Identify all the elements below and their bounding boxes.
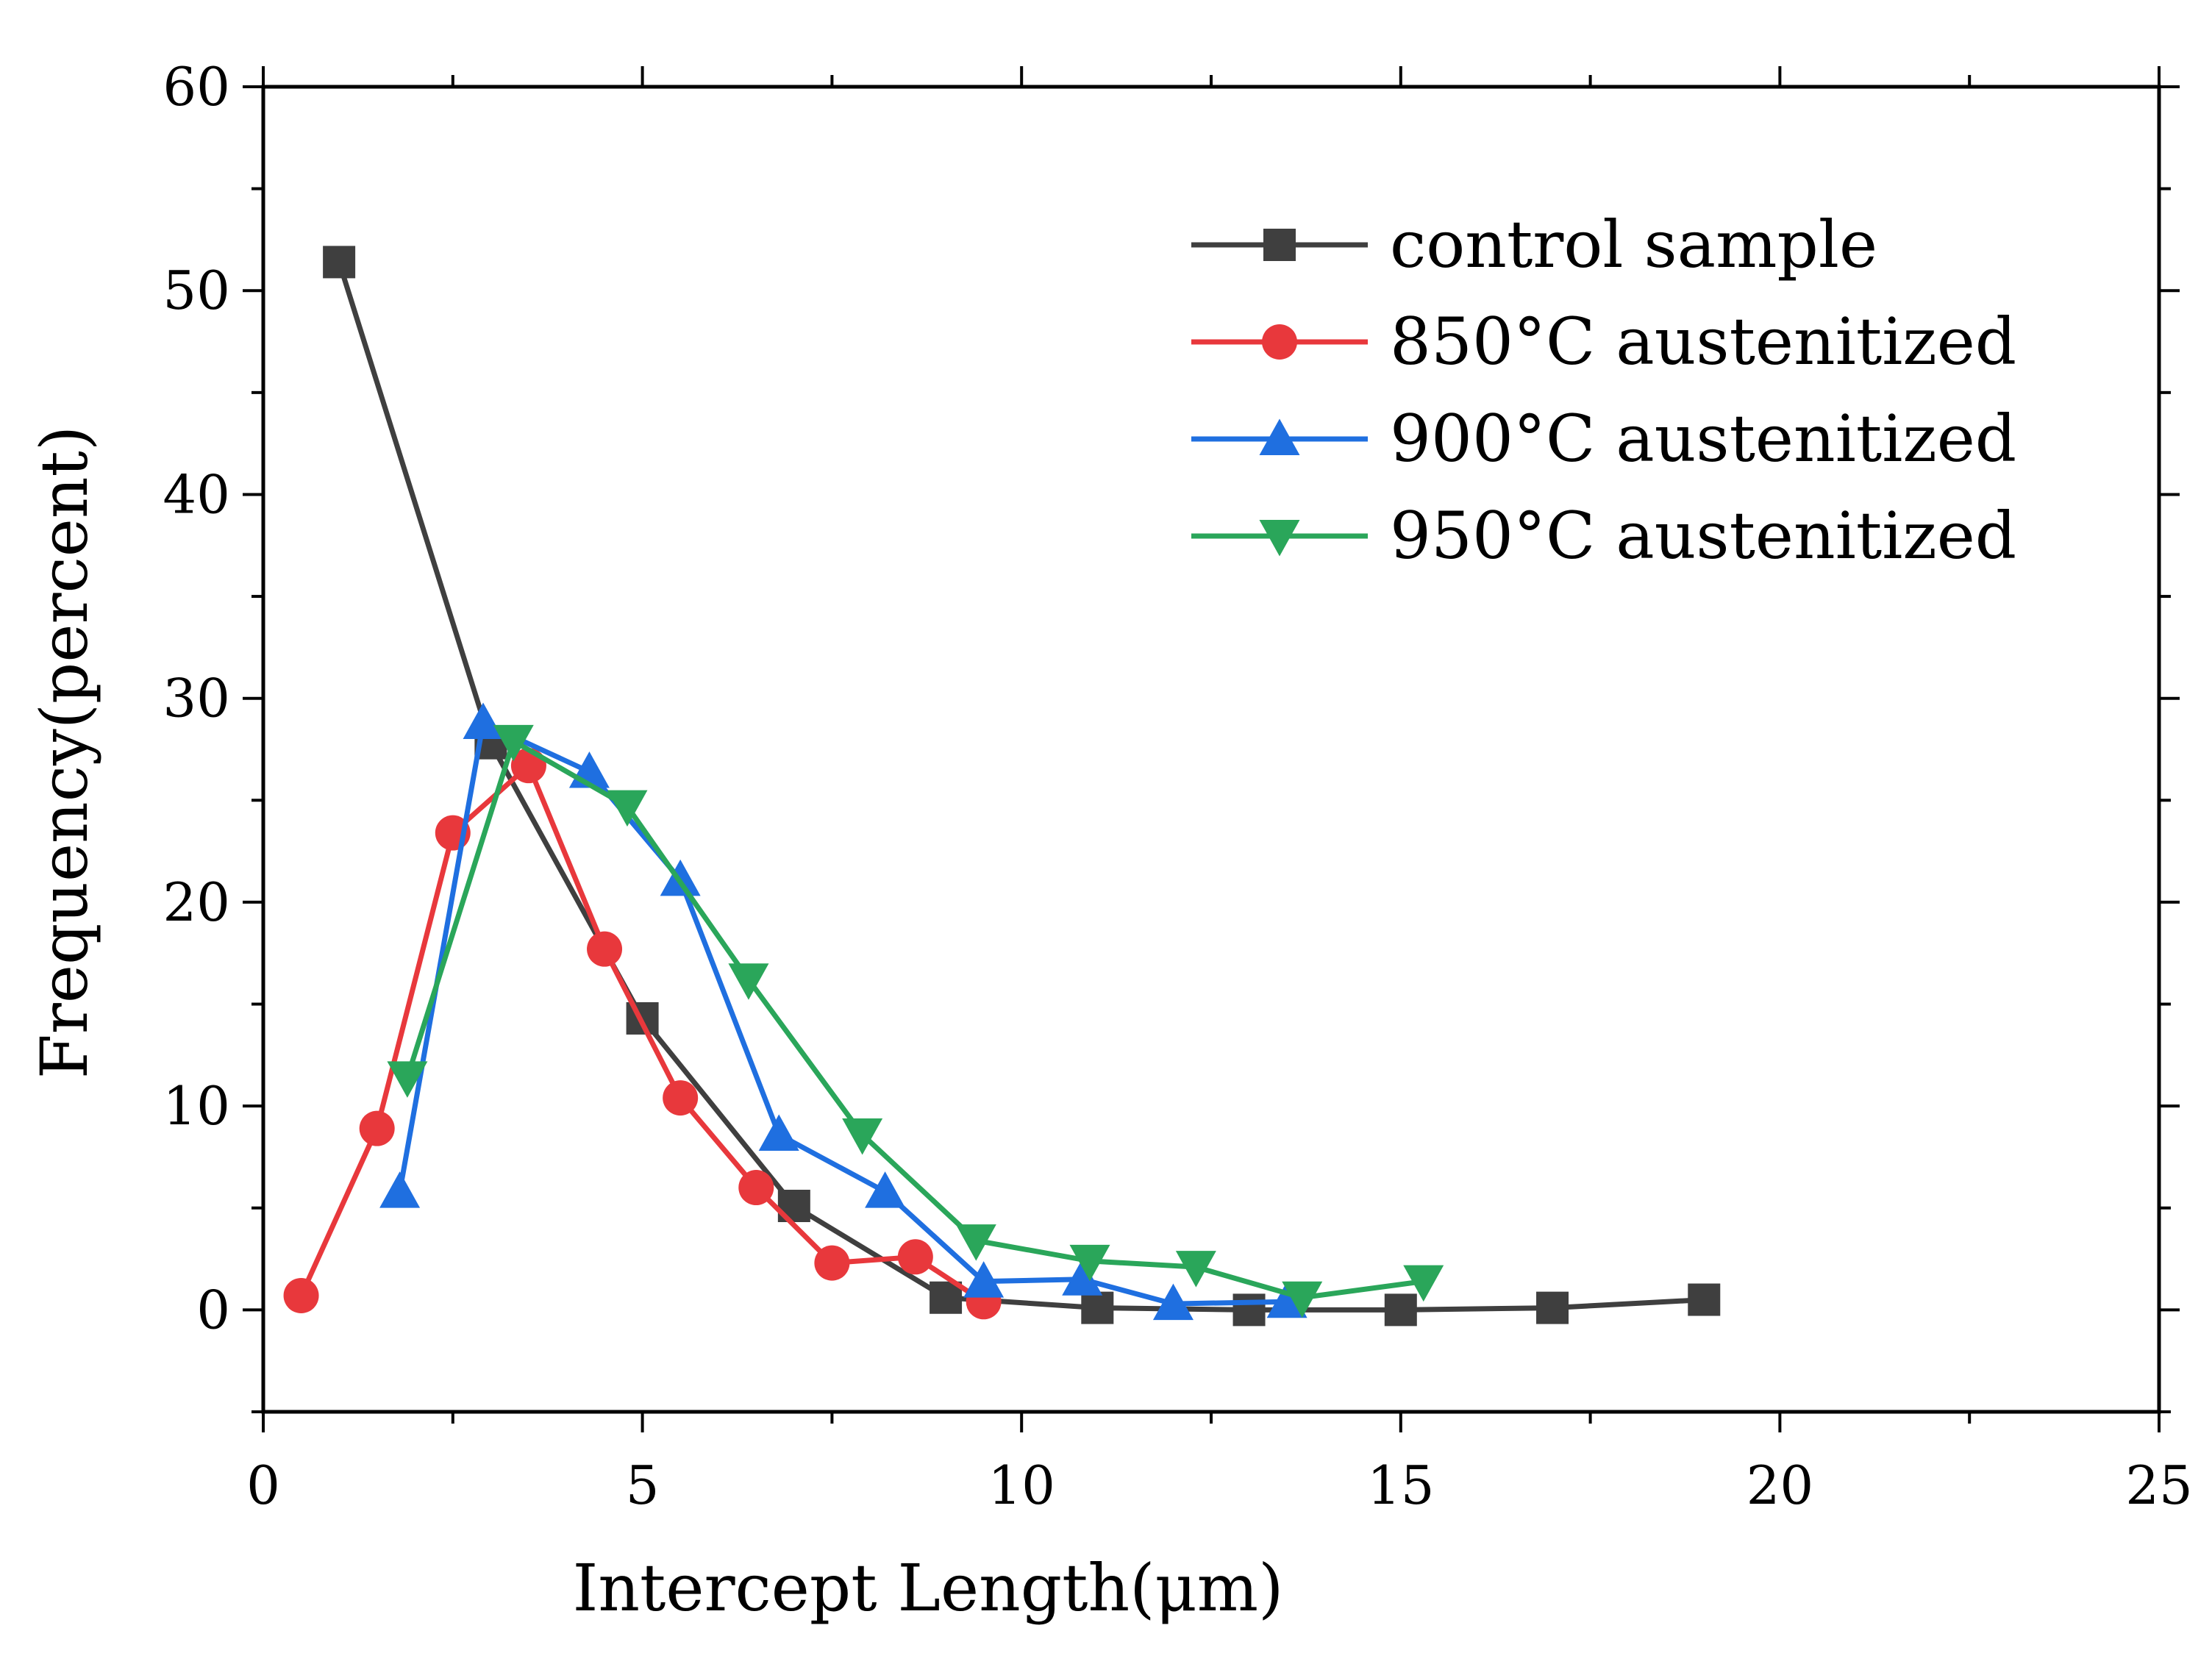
y-tick-label: 20 [163, 871, 230, 933]
legend-marker [1262, 324, 1297, 360]
y-tick-label: 0 [196, 1279, 230, 1340]
series-line [299, 763, 985, 1304]
data-point [897, 1239, 933, 1275]
data-point [842, 1118, 883, 1155]
data-point [387, 1061, 428, 1098]
data-point [1175, 1251, 1216, 1288]
series-4 [387, 724, 1444, 1318]
series-line [404, 738, 1424, 1301]
legend-label: control sample [1390, 207, 1877, 282]
data-point [1069, 1244, 1110, 1282]
data-point [814, 1245, 850, 1281]
y-axis-title: Frequency(percent) [26, 426, 102, 1079]
y-axis: 0 10 20 30 40 50 60 [163, 56, 2180, 1413]
data-point [1688, 1283, 1721, 1316]
legend-marker [1263, 229, 1296, 261]
data-point [663, 1080, 699, 1116]
x-tick-label: 5 [626, 1454, 660, 1516]
series-layer [283, 246, 1721, 1327]
data-point [1384, 1293, 1417, 1327]
legend-marker [1259, 418, 1300, 455]
data-point [607, 790, 648, 827]
legend-item: 850°C austenitized [1191, 304, 2016, 379]
series-line [397, 720, 1288, 1307]
data-point [1282, 1281, 1323, 1318]
data-point [463, 702, 504, 739]
legend-marker [1259, 520, 1300, 557]
x-axis-title: Intercept Length(μm) [573, 1550, 1284, 1626]
data-point [283, 1277, 319, 1313]
x-tick-label: 0 [246, 1454, 280, 1516]
x-tick-label: 15 [1367, 1454, 1435, 1516]
series-3 [379, 702, 1307, 1321]
data-point [738, 1170, 774, 1206]
x-tick-label: 10 [988, 1454, 1055, 1516]
x-axis: 0 5 10 15 20 25 [246, 66, 2193, 1516]
data-point [728, 963, 769, 1000]
y-tick-label: 60 [163, 56, 230, 118]
x-tick-label: 25 [2125, 1454, 2193, 1516]
data-point [1062, 1259, 1103, 1296]
legend: control sample 850°C austenitized 900°C au… [1191, 207, 2016, 574]
legend-item: 900°C austenitized [1191, 401, 2016, 476]
data-point [758, 1114, 799, 1151]
data-point [323, 246, 356, 279]
series-1 [323, 246, 1721, 1327]
data-point [963, 1261, 1005, 1298]
legend-label: 850°C austenitized [1390, 304, 2016, 379]
plot-frame [261, 85, 2161, 1414]
y-tick-label: 30 [163, 668, 230, 729]
data-point [359, 1110, 395, 1146]
data-point [865, 1171, 906, 1208]
data-point [1403, 1265, 1444, 1302]
legend-label: 950°C austenitized [1390, 498, 2016, 574]
series-line [336, 261, 1705, 1313]
legend-item: control sample [1191, 207, 1877, 282]
y-tick-label: 40 [163, 463, 230, 525]
data-point [493, 724, 534, 762]
plot-border [261, 85, 2161, 1414]
x-tick-label: 20 [1747, 1454, 1814, 1516]
legend-item: 950°C austenitized [1191, 498, 2016, 574]
data-point [1536, 1291, 1569, 1324]
data-point [587, 931, 623, 967]
data-point [1266, 1281, 1307, 1318]
legend-label: 900°C austenitized [1390, 401, 2016, 476]
data-point [955, 1224, 996, 1261]
data-point [1232, 1293, 1266, 1327]
data-point [1081, 1291, 1114, 1324]
y-tick-label: 10 [163, 1075, 230, 1137]
data-point [379, 1171, 421, 1208]
data-point [1152, 1283, 1194, 1321]
y-tick-label: 50 [163, 260, 230, 321]
